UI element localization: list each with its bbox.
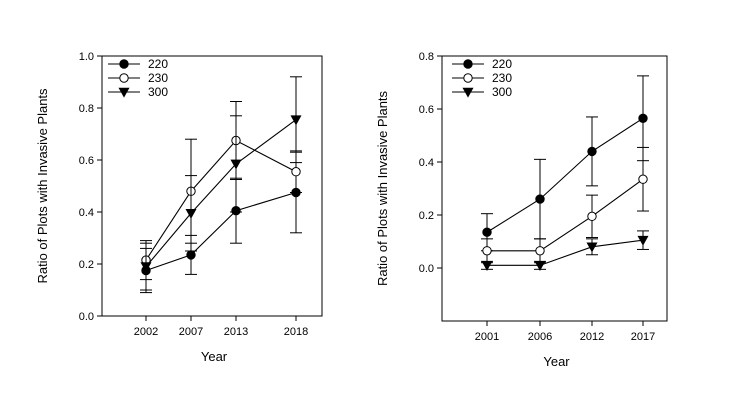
- series-220: [140, 151, 302, 294]
- x-tick-label: 2006: [528, 331, 552, 343]
- data-point: [291, 167, 301, 177]
- data-point: [290, 115, 302, 126]
- y-axis-title: Ratio of Plots with Invasive Plants: [35, 88, 50, 284]
- y-tick-label: 0.8: [419, 51, 434, 63]
- x-tick-label: 2007: [179, 326, 203, 338]
- legend-label: 220: [148, 57, 168, 71]
- x-tick-label: 2013: [224, 326, 248, 338]
- chart-1: 0.0 0.2 0.4 0.6 0.8 1.0 2002 2007 2013 2018 Year Ra…: [35, 51, 323, 364]
- data-point: [186, 250, 196, 260]
- legend-marker: [462, 87, 474, 98]
- y-tick-label: 0.8: [79, 103, 94, 115]
- data-point: [230, 159, 242, 170]
- y-tick-label: 0.6: [79, 155, 94, 167]
- legend-label: 230: [492, 71, 512, 85]
- series-line: [145, 119, 297, 267]
- y-tick-label: 0.0: [79, 311, 94, 323]
- x-tick-label: 2017: [631, 331, 655, 343]
- y-tick-label: 0.2: [79, 259, 94, 271]
- legend-label: 220: [492, 57, 512, 71]
- legend-marker: [119, 59, 129, 69]
- series-line: [145, 139, 297, 261]
- series-300: [481, 230, 649, 271]
- y-tick-label: 0.6: [419, 104, 434, 116]
- series-line: [487, 239, 644, 266]
- y-tick-label: 0.2: [419, 210, 434, 222]
- x-tick-label: 2001: [475, 331, 499, 343]
- x-tick-label: 2002: [134, 326, 158, 338]
- legend-label: 230: [148, 71, 168, 85]
- legend-marker: [119, 73, 129, 83]
- legend-label: 300: [492, 85, 512, 99]
- y-tick-label: 1.0: [79, 51, 94, 63]
- legend-label: 300: [148, 85, 168, 99]
- x-tick-label: 2012: [580, 331, 604, 343]
- y-tick-label: 0.4: [79, 207, 94, 219]
- data-point: [535, 194, 545, 204]
- legend-marker: [118, 87, 130, 98]
- series-line: [487, 178, 644, 252]
- data-point: [587, 211, 597, 222]
- series-230: [481, 146, 649, 264]
- legend-marker: [463, 59, 473, 69]
- series-230: [140, 101, 302, 281]
- data-point: [638, 113, 648, 123]
- chart-2: 0.0 0.2 0.4 0.6 0.8 2001 2006 2012 2017 Year Ratio…: [375, 51, 668, 369]
- series-line: [486, 117, 644, 233]
- data-point: [638, 174, 648, 184]
- series-300: [140, 76, 302, 291]
- x-tick-label: 2018: [284, 326, 308, 338]
- x-axis-title: Year: [543, 354, 570, 369]
- data-point: [534, 261, 546, 271]
- data-point: [185, 209, 197, 219]
- plot-frame: [101, 55, 323, 317]
- data-point: [140, 262, 152, 273]
- data-point: [587, 146, 597, 157]
- data-point: [637, 235, 649, 246]
- y-axis-title: Ratio of Plots with Invasive Plants: [375, 90, 390, 286]
- series-220: [481, 75, 649, 252]
- data-point: [481, 261, 493, 271]
- data-point: [586, 242, 598, 253]
- data-point: [535, 246, 545, 256]
- plot-frame: [441, 55, 668, 322]
- x-axis-title: Year: [201, 349, 228, 364]
- legend-marker: [463, 73, 473, 83]
- data-point: [482, 227, 492, 237]
- y-tick-label: 0.4: [419, 157, 434, 169]
- y-tick-label: 0.0: [419, 263, 434, 275]
- data-point: [482, 246, 492, 256]
- series-line: [145, 191, 297, 272]
